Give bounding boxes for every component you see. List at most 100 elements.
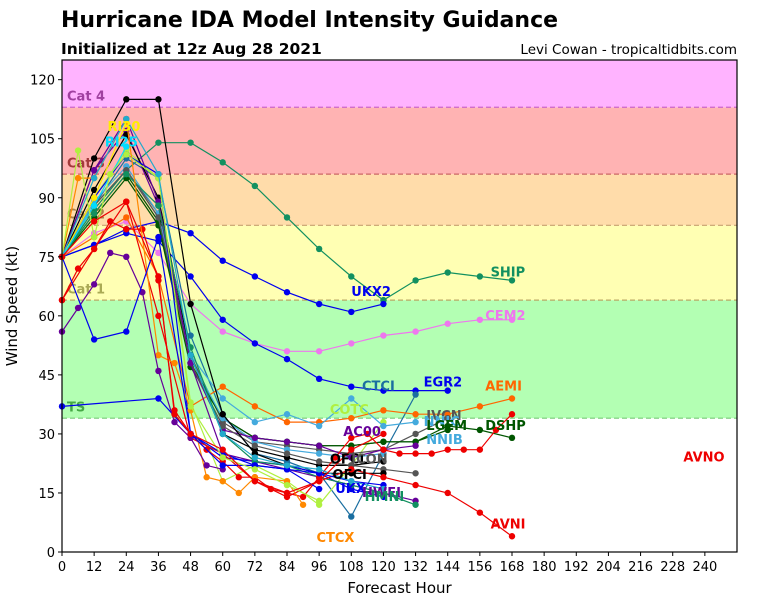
x-tick-label: 204	[596, 560, 621, 575]
data-point	[90, 218, 98, 225]
data-point	[508, 316, 516, 323]
data-point	[155, 273, 162, 280]
band-ts	[62, 300, 737, 419]
data-point	[187, 430, 194, 438]
data-point	[90, 155, 98, 162]
data-point	[107, 249, 114, 257]
data-point	[315, 466, 323, 473]
series-line	[61, 200, 384, 494]
data-point	[219, 446, 226, 453]
data-point	[412, 442, 419, 449]
series-label-dshp: DSHP	[485, 419, 526, 434]
data-point	[155, 249, 162, 257]
data-point	[444, 422, 451, 430]
series-label-cem2: CEM2	[485, 309, 525, 324]
series-label-lgem: LGEM	[426, 419, 467, 434]
data-point	[283, 489, 291, 497]
data-point	[348, 414, 355, 422]
data-point	[187, 359, 194, 367]
data-point	[508, 395, 516, 402]
series-egr2	[58, 229, 451, 394]
data-point	[315, 497, 323, 505]
series-label-ctci: CTCI	[362, 380, 395, 395]
x-tick-label: 168	[500, 560, 525, 575]
data-point	[155, 139, 162, 146]
data-point	[219, 477, 226, 485]
y-tick-label: 0	[47, 546, 55, 561]
data-point	[187, 352, 194, 359]
series-label-ofci: OFCI	[333, 468, 367, 483]
data-point	[508, 277, 516, 284]
data-point	[90, 210, 98, 217]
data-point	[90, 174, 98, 182]
y-tick-label: 45	[38, 369, 55, 384]
data-point	[155, 352, 162, 359]
y-tick-label: 60	[38, 310, 55, 325]
data-point	[171, 411, 178, 418]
data-point	[380, 438, 387, 445]
y-tick-label: 75	[38, 251, 55, 266]
data-point	[171, 359, 178, 367]
data-point	[476, 316, 484, 323]
data-point	[123, 214, 130, 221]
data-point	[187, 300, 194, 308]
data-point	[332, 454, 339, 461]
data-point	[139, 226, 146, 233]
series-label-ivcn: IVCN	[426, 409, 461, 424]
data-point	[412, 411, 419, 418]
x-tick-label: 132	[403, 560, 428, 575]
data-point	[444, 446, 451, 453]
data-point	[155, 202, 162, 209]
data-point	[219, 430, 226, 438]
data-point	[315, 477, 323, 485]
data-point	[251, 273, 259, 280]
x-tick-label: 84	[279, 560, 296, 575]
data-point	[251, 442, 259, 449]
data-point	[283, 289, 291, 296]
x-axis-label: Forecast Hour	[347, 579, 452, 597]
x-tick-label: 192	[564, 560, 589, 575]
series-line	[61, 169, 416, 474]
data-point	[155, 367, 162, 375]
data-point	[476, 273, 484, 280]
data-point	[283, 462, 291, 469]
data-point	[251, 182, 259, 190]
data-point	[380, 430, 387, 438]
data-point	[315, 422, 323, 430]
data-point	[219, 383, 226, 390]
data-point	[348, 273, 355, 280]
data-point	[476, 509, 484, 516]
data-point	[171, 418, 178, 426]
data-point	[155, 312, 162, 320]
data-point	[380, 387, 387, 394]
data-point	[123, 170, 130, 178]
series-line	[61, 173, 416, 506]
data-point	[348, 434, 355, 442]
x-tick-label: 0	[58, 560, 66, 575]
data-point	[380, 300, 387, 308]
data-point	[90, 202, 98, 209]
y-axis-label: Wind Speed (kt)	[3, 246, 21, 367]
data-point	[412, 470, 419, 477]
x-tick-label: 240	[692, 560, 717, 575]
data-point	[251, 418, 259, 426]
data-point	[315, 485, 323, 493]
data-point	[315, 458, 323, 465]
data-point	[428, 450, 435, 457]
data-point	[219, 159, 226, 166]
data-point	[283, 411, 291, 418]
y-tick-label: 30	[38, 428, 55, 443]
x-tick-label: 48	[182, 560, 199, 575]
data-point	[315, 348, 323, 355]
y-tick-label: 120	[30, 74, 55, 89]
series-label-cotc: COTC	[330, 403, 369, 418]
series-label-hwfi: HWFI	[362, 486, 401, 501]
data-point	[396, 450, 403, 457]
data-point	[203, 474, 210, 481]
data-point	[412, 430, 419, 438]
chart-subtitle: Initialized at 12z Aug 28 2021	[61, 40, 322, 58]
data-point	[283, 481, 291, 489]
data-point	[90, 167, 98, 174]
data-point	[203, 462, 210, 469]
series-label-ukx2: UKX2	[351, 285, 391, 300]
